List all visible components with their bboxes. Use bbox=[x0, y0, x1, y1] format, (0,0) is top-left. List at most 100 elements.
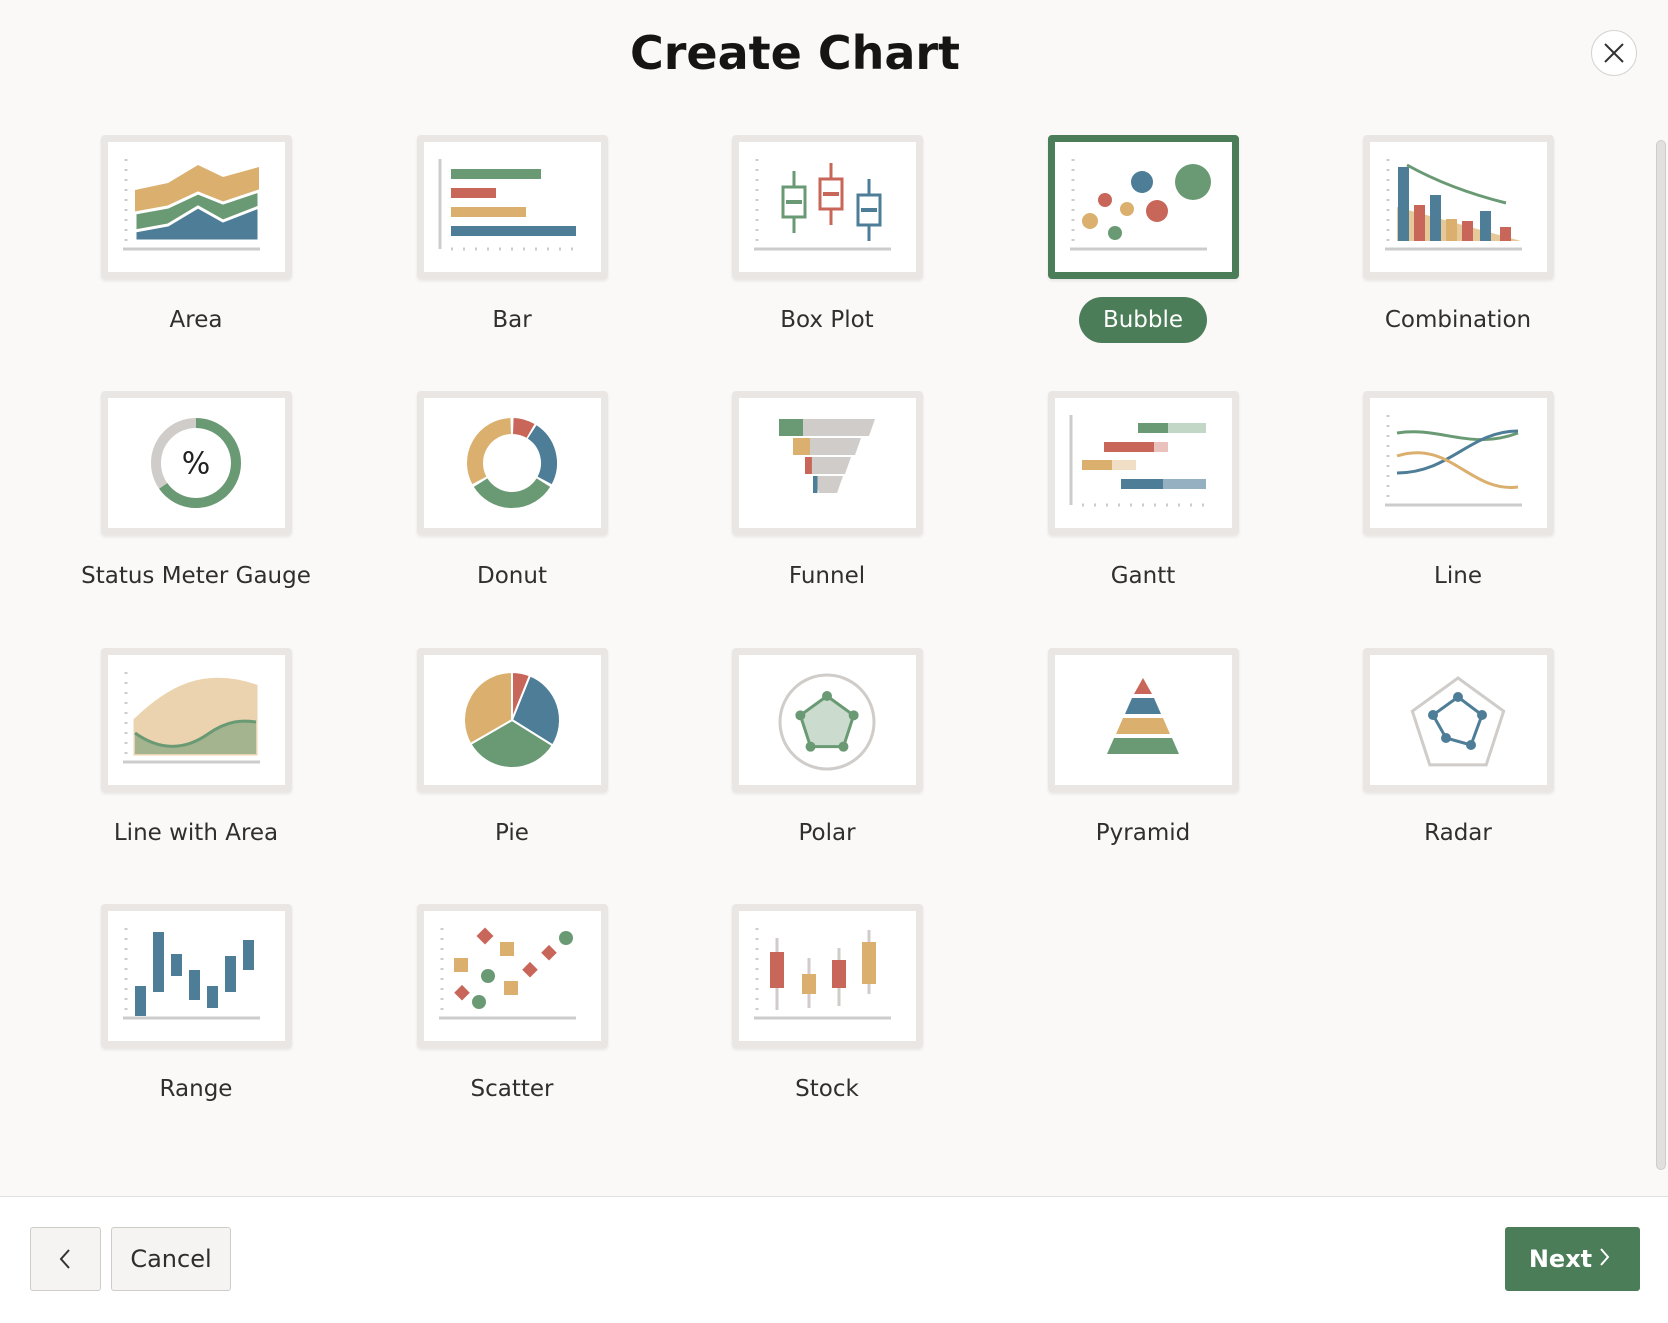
icon-shape bbox=[805, 457, 812, 474]
label-text: Area bbox=[169, 307, 223, 333]
chart-type-label[interactable]: Stock bbox=[677, 1074, 977, 1104]
chart-type-card[interactable]: % bbox=[101, 391, 292, 535]
chart-type-icon bbox=[1385, 415, 1522, 507]
icon-shape bbox=[454, 958, 468, 972]
chart-type-icon bbox=[438, 159, 576, 251]
chart-type-label[interactable]: Pyramid bbox=[993, 818, 1293, 848]
icon-shape bbox=[1069, 415, 1207, 507]
chart-type-card[interactable] bbox=[101, 648, 292, 792]
chart-type-card[interactable] bbox=[1048, 391, 1239, 535]
icon-shape bbox=[1104, 442, 1154, 452]
chart-type-card[interactable] bbox=[732, 135, 923, 279]
chart-type-card[interactable] bbox=[732, 648, 923, 792]
icon-shape bbox=[123, 159, 261, 251]
icon-shape bbox=[189, 970, 200, 1000]
icon-shape bbox=[559, 931, 573, 945]
next-button[interactable]: Next bbox=[1505, 1227, 1640, 1291]
close-icon bbox=[1604, 43, 1624, 63]
next-label: Next bbox=[1528, 1245, 1593, 1273]
label-text: Line bbox=[1434, 563, 1482, 589]
icon-shape bbox=[779, 419, 803, 436]
close-button[interactable] bbox=[1591, 30, 1637, 76]
icon-shape: % bbox=[151, 418, 241, 508]
icon-shape bbox=[1396, 430, 1519, 442]
chart-type-label[interactable]: Area bbox=[46, 305, 346, 335]
icon-shape bbox=[754, 159, 891, 251]
chart-type-label[interactable]: Bubble bbox=[993, 297, 1293, 343]
chart-type-icon bbox=[1069, 415, 1207, 507]
icon-shape bbox=[1428, 710, 1438, 720]
chart-type-card[interactable] bbox=[417, 648, 608, 792]
label-text: Status Meter Gauge bbox=[81, 563, 311, 589]
icon-shape bbox=[1385, 415, 1522, 507]
icon-shape bbox=[805, 457, 851, 474]
chart-type-card[interactable] bbox=[1048, 135, 1239, 279]
label-text: Pie bbox=[495, 820, 529, 846]
chart-type-icon bbox=[1070, 159, 1211, 251]
label-text: Range bbox=[159, 1076, 233, 1102]
icon-shape bbox=[1441, 733, 1451, 743]
chart-type-label[interactable]: Radar bbox=[1308, 818, 1608, 848]
icon-shape bbox=[1098, 193, 1112, 207]
label-text: Box Plot bbox=[780, 307, 874, 333]
chart-type-card[interactable] bbox=[417, 904, 608, 1048]
icon-shape bbox=[770, 952, 784, 988]
chart-type-label[interactable]: Gantt bbox=[993, 561, 1293, 591]
chart-type-card[interactable] bbox=[417, 391, 608, 535]
icon-shape bbox=[1107, 678, 1179, 754]
icon-shape bbox=[527, 425, 557, 485]
icon-shape bbox=[451, 188, 496, 198]
chart-type-card[interactable] bbox=[732, 904, 923, 1048]
chart-type-icon bbox=[123, 672, 260, 764]
gauge-symbol: % bbox=[182, 447, 211, 482]
icon-shape bbox=[467, 418, 557, 508]
chart-type-card[interactable] bbox=[1363, 391, 1554, 535]
chart-type-label[interactable]: Polar bbox=[677, 818, 977, 848]
back-button[interactable] bbox=[30, 1227, 101, 1291]
icon-shape bbox=[522, 961, 538, 978]
chart-type-label[interactable]: Line with Area bbox=[46, 818, 346, 848]
chart-type-card[interactable] bbox=[1363, 135, 1554, 279]
chart-type-card[interactable] bbox=[101, 904, 292, 1048]
chart-type-card[interactable] bbox=[417, 135, 608, 279]
icon-shape bbox=[1125, 698, 1161, 714]
close-cross bbox=[1604, 43, 1624, 63]
icon-shape bbox=[463, 670, 561, 769]
chart-type-label[interactable]: Funnel bbox=[677, 561, 977, 591]
chart-type-card[interactable] bbox=[732, 391, 923, 535]
icon-shape bbox=[802, 974, 816, 994]
icon-shape bbox=[1121, 479, 1163, 489]
chart-type-card[interactable] bbox=[1363, 648, 1554, 792]
icon-shape bbox=[778, 673, 876, 771]
chart-type-label[interactable]: Range bbox=[46, 1074, 346, 1104]
chart-type-label[interactable]: Bar bbox=[362, 305, 662, 335]
chart-type-icon bbox=[439, 927, 576, 1020]
icon-shape bbox=[476, 927, 494, 945]
chart-type-label[interactable]: Combination bbox=[1308, 305, 1608, 335]
icon-shape bbox=[541, 944, 557, 961]
chart-type-label[interactable]: Scatter bbox=[362, 1074, 662, 1104]
chart-type-icon: % bbox=[151, 418, 241, 508]
icon-shape bbox=[207, 986, 218, 1008]
chart-type-label[interactable]: Box Plot bbox=[677, 305, 977, 335]
chart-type-label[interactable]: Pie bbox=[362, 818, 662, 848]
chart-type-card[interactable] bbox=[101, 135, 292, 279]
label-text: Polar bbox=[798, 820, 856, 846]
chart-type-icon bbox=[1410, 676, 1506, 767]
icon-shape bbox=[813, 476, 843, 493]
cancel-button[interactable]: Cancel bbox=[111, 1227, 231, 1291]
icon-shape bbox=[451, 207, 526, 217]
chart-type-label[interactable]: Donut bbox=[362, 561, 662, 591]
scrollbar[interactable] bbox=[1656, 140, 1666, 1170]
icon-shape bbox=[1163, 479, 1206, 489]
chart-type-label[interactable]: Line bbox=[1308, 561, 1608, 591]
icon-shape bbox=[1107, 738, 1179, 754]
icon-shape bbox=[1396, 451, 1519, 489]
label-text: Funnel bbox=[788, 563, 866, 589]
icon-shape bbox=[133, 204, 261, 243]
chart-type-card[interactable] bbox=[1048, 648, 1239, 792]
chart-type-label[interactable]: Status Meter Gauge bbox=[46, 561, 346, 591]
footer bbox=[0, 1196, 1668, 1323]
icon-shape bbox=[1500, 227, 1511, 241]
